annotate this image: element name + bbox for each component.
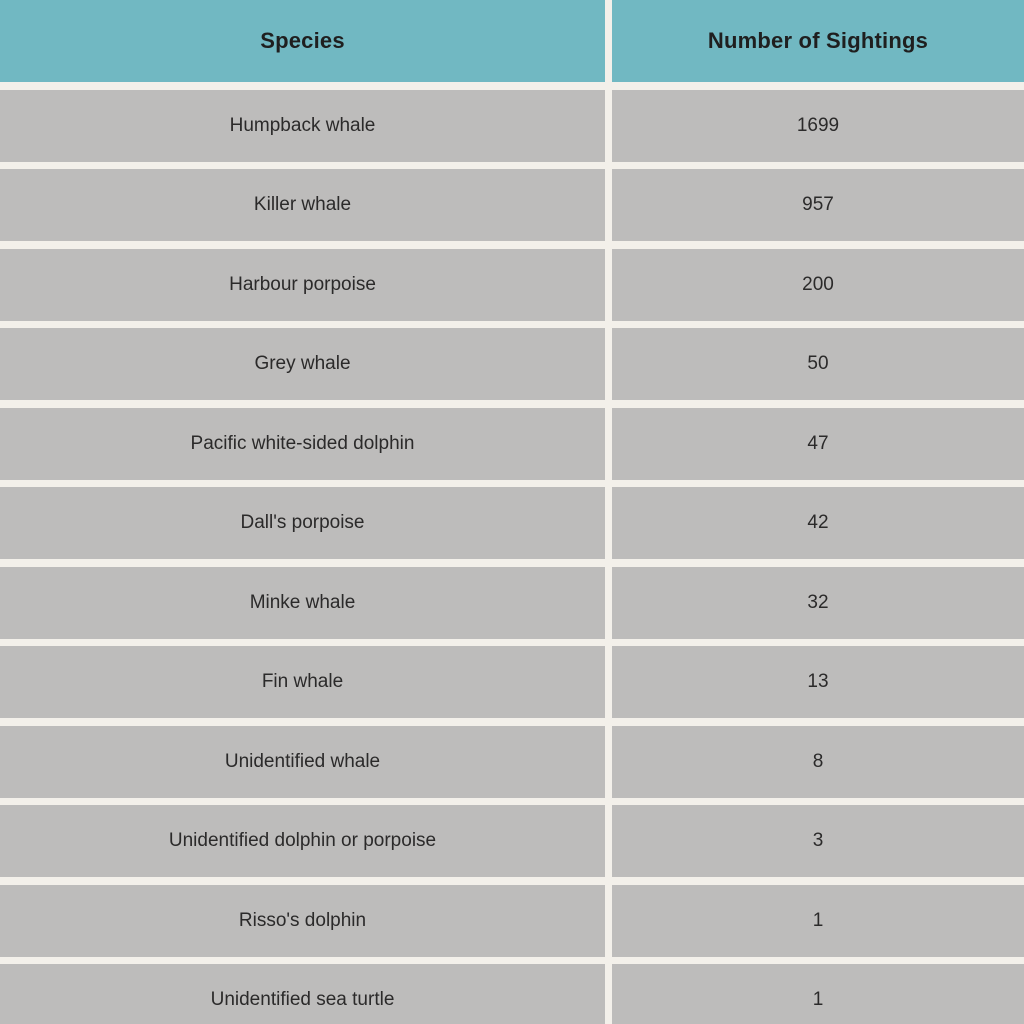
species-cell: Minke whale xyxy=(0,566,605,639)
species-cell: Killer whale xyxy=(0,169,605,241)
header-species: Species xyxy=(0,0,605,82)
species-cell: Risso's dolphin xyxy=(0,884,605,957)
species-cell: Grey whale xyxy=(0,328,605,400)
count-cell: 50 xyxy=(612,328,1024,400)
species-cell: Dall's porpoise xyxy=(0,487,605,559)
species-cell: Pacific white-sided dolphin xyxy=(0,407,605,480)
count-cell: 8 xyxy=(612,725,1024,798)
species-cell: Unidentified dolphin or porpoise xyxy=(0,805,605,877)
species-cell: Unidentified sea turtle xyxy=(0,964,605,1024)
count-cell: 32 xyxy=(612,566,1024,639)
species-cell: Harbour porpoise xyxy=(0,248,605,321)
count-cell: 957 xyxy=(612,169,1024,241)
count-cell: 3 xyxy=(612,805,1024,877)
header-count: Number of Sightings xyxy=(612,0,1024,82)
count-cell: 1 xyxy=(612,964,1024,1024)
species-cell: Humpback whale xyxy=(0,89,605,162)
count-cell: 200 xyxy=(612,248,1024,321)
count-cell: 13 xyxy=(612,646,1024,718)
count-cell: 1 xyxy=(612,884,1024,957)
species-cell: Fin whale xyxy=(0,646,605,718)
species-cell: Unidentified whale xyxy=(0,725,605,798)
count-cell: 1699 xyxy=(612,89,1024,162)
count-cell: 47 xyxy=(612,407,1024,480)
count-cell: 42 xyxy=(612,487,1024,559)
